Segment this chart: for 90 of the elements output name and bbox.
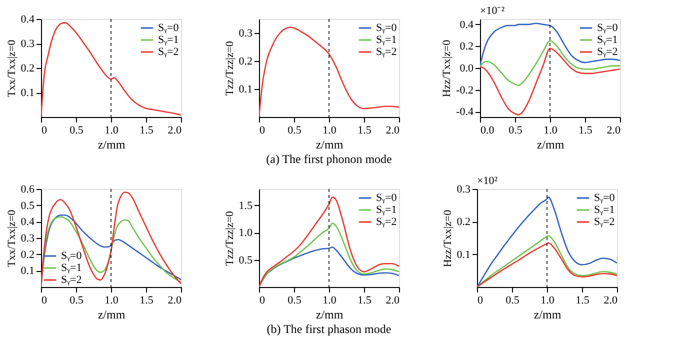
y-tick-label: 0.0 — [460, 62, 474, 74]
x-tick-label: 1.0 — [544, 124, 558, 136]
y-axis-title: Hzz/Txx|z=0 — [441, 39, 454, 98]
legend-label: Sᵧ=0 — [158, 22, 180, 34]
y-tick-label: 0.3 — [20, 38, 35, 50]
x-tick-label: 1.5 — [140, 124, 154, 136]
x-tick-label: 1.5 — [140, 294, 154, 306]
legend-label: Sᵧ=1 — [61, 262, 82, 274]
y-tick-label: 0.2 — [460, 40, 474, 53]
x-tick-label: 0.5 — [508, 124, 523, 136]
y-tick-label: 0.4 — [20, 14, 35, 26]
y-tick-label: 0.1 — [238, 84, 252, 96]
x-tick-label: 0 — [42, 294, 48, 306]
x-tick-label: 1.0 — [104, 124, 119, 136]
legend-label: Sᵧ=2 — [597, 46, 618, 58]
legend-label: Sᵧ=2 — [61, 274, 82, 286]
y-tick-label: 1.0 — [238, 227, 253, 240]
y-tick-label: 0.1 — [20, 265, 34, 278]
legend-label: Sᵧ=0 — [376, 22, 398, 34]
legend-label: Sᵧ=1 — [376, 204, 397, 216]
x-tick-label: 0 — [260, 294, 266, 306]
y-axis-title: Tzz/Tzz|z=0 — [224, 40, 236, 96]
y-tick-label: 0.4 — [460, 18, 474, 31]
y-tick-label: 0.4 — [20, 216, 35, 228]
legend-label: Sᵧ=1 — [158, 34, 179, 46]
legend-label: Sᵧ=0 — [594, 192, 616, 204]
y-tick-label: 0.1 — [456, 248, 470, 261]
x-tick-label: 1.5 — [578, 124, 593, 136]
x-tick-label: 1.5 — [576, 294, 590, 306]
y-tick-label: 0.3 — [456, 184, 471, 196]
x-tick-label: 1.0 — [322, 294, 337, 306]
x-axis-title: z/mm — [316, 308, 344, 322]
x-tick-label: 1.0 — [540, 294, 555, 306]
y-tick-label: 0.2 — [238, 56, 252, 68]
x-tick-label: 1.5 — [358, 294, 372, 306]
x-tick-label: 2.0 — [168, 124, 182, 136]
x-axis-title: z/mm — [536, 138, 565, 152]
legend-label: Sᵧ=1 — [376, 34, 397, 46]
y-tick-label: 0.2 — [20, 62, 34, 74]
x-tick-label: 2.0 — [386, 294, 400, 306]
y-tick-label: 0.3 — [238, 28, 253, 40]
legend-label: Sᵧ=2 — [594, 216, 615, 228]
x-tick-label: 0.5 — [288, 294, 302, 306]
text: (a) The first phonon mode — [266, 152, 392, 166]
legend-label: Sᵧ=0 — [376, 192, 398, 204]
line-series — [480, 22, 620, 66]
x-axis-title: z/mm — [316, 138, 344, 152]
x-tick-label: 2.0 — [604, 294, 618, 306]
x-tick-label: 2.0 — [168, 294, 182, 306]
x-tick-label: 0.5 — [70, 124, 84, 136]
x-tick-label: 0 — [478, 294, 484, 306]
y-axis-title: Hzz/Txx|z=0 — [442, 209, 454, 268]
legend-label: Sᵧ=1 — [597, 34, 618, 46]
text: ×10⁻² — [480, 5, 506, 17]
x-tick-label: 1.0 — [322, 124, 337, 136]
x-axis-title: z/mm — [98, 308, 126, 322]
y-tick-label: 0.1 — [20, 87, 34, 99]
y-axis-title: Tzz/Tzz|z=0 — [224, 210, 236, 266]
y-tick-label: 0.6 — [20, 184, 35, 196]
x-axis-title: z/mm — [98, 138, 126, 152]
y-tick-label: 0.3 — [20, 232, 35, 244]
legend-label: Sᵧ=0 — [61, 250, 82, 262]
x-tick-label: 0 — [260, 124, 266, 136]
x-tick-label: 0 — [42, 124, 48, 136]
x-tick-label: 1.5 — [358, 124, 372, 136]
legend-label: Sᵧ=1 — [594, 204, 615, 216]
y-axis-title: Txx/Txx|z=0 — [6, 209, 18, 268]
legend-label: Sᵧ=2 — [158, 46, 179, 58]
y-tick-label: 0.5 — [20, 200, 35, 212]
y-tick-label: -0.4 — [456, 106, 474, 118]
x-tick-label: 2.0 — [386, 124, 400, 136]
x-tick-label: 0.5 — [288, 124, 302, 136]
x-tick-label: 0.0 — [480, 124, 495, 136]
text: ×10² — [477, 175, 498, 187]
text: (b) The first phason mode — [266, 322, 392, 336]
y-tick-label: 0.2 — [456, 216, 470, 228]
y-tick-label: 0.2 — [20, 248, 34, 261]
legend-label: Sᵧ=2 — [376, 216, 397, 228]
x-axis-title: z/mm — [534, 308, 562, 322]
x-tick-label: 0.5 — [70, 294, 84, 306]
x-tick-label: 0.5 — [506, 294, 520, 306]
y-tick-label: 1.5 — [238, 200, 253, 212]
y-tick-label: -0.2 — [456, 84, 474, 96]
y-axis-title: Txx/Txx|z=0 — [6, 39, 18, 98]
legend-label: Sᵧ=0 — [597, 22, 618, 34]
legend-label: Sᵧ=2 — [376, 46, 397, 58]
line-series — [480, 48, 620, 116]
y-tick-label: 0.5 — [238, 254, 253, 266]
x-tick-label: 2.0 — [606, 124, 621, 136]
x-tick-label: 1.0 — [104, 294, 119, 306]
